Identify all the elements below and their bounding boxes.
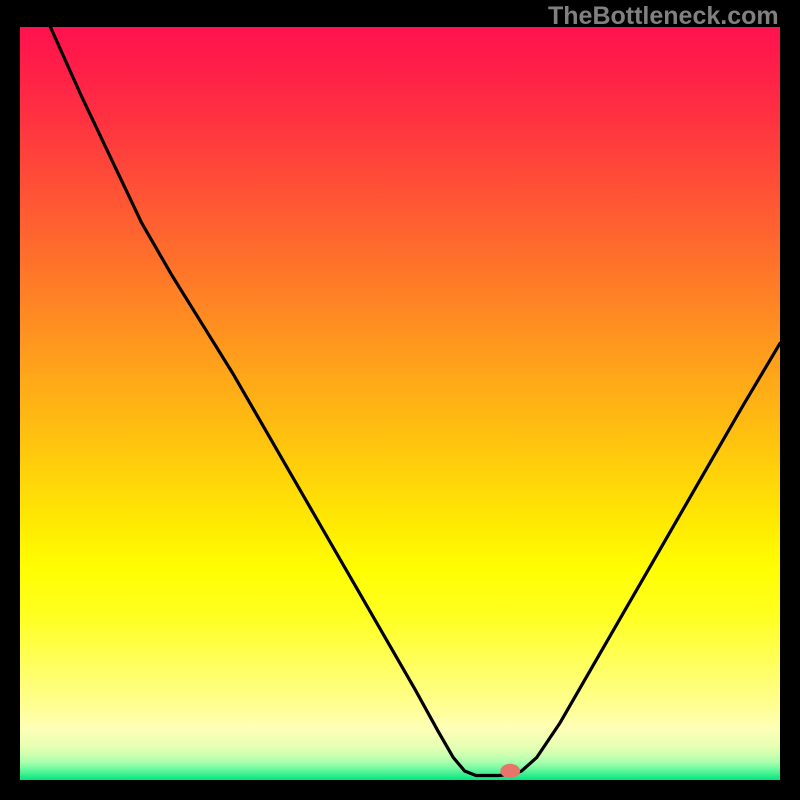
chart-background xyxy=(20,27,780,780)
watermark-text: TheBottleneck.com xyxy=(548,2,779,31)
bottleneck-chart xyxy=(20,27,780,780)
chart-container: TheBottleneck.com xyxy=(0,0,800,800)
highlight-marker xyxy=(500,764,520,778)
